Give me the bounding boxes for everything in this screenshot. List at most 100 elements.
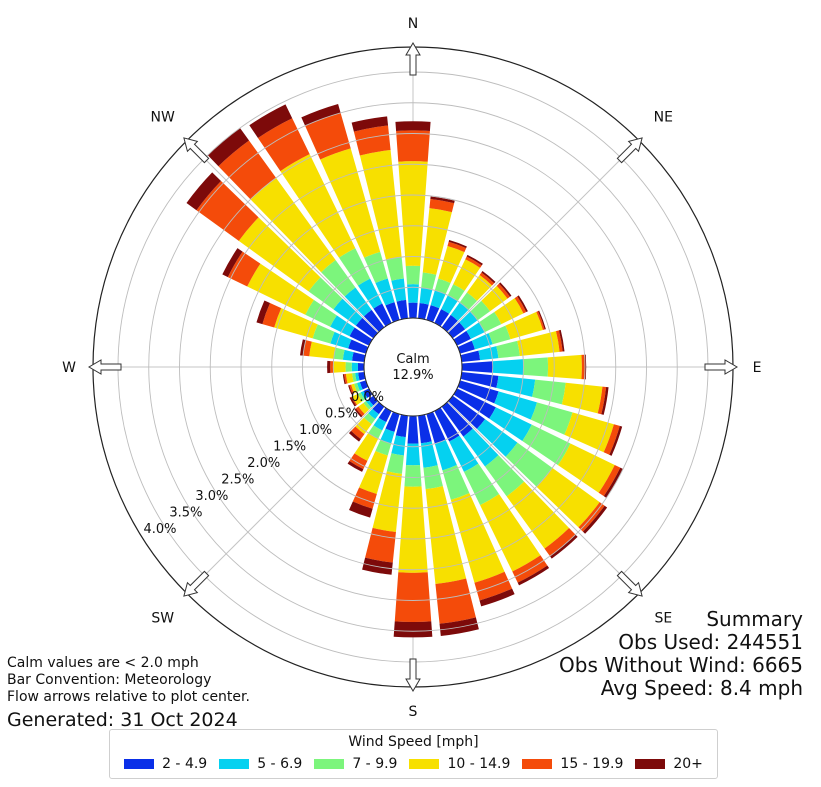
rose-bar-segment: [597, 386, 607, 415]
rose-bar-segment: [368, 425, 383, 439]
rose-bar-segment: [442, 465, 470, 500]
rose-bar-segment: [309, 341, 336, 359]
rose-bar-segment: [349, 501, 373, 518]
flow-arrow-icon: [183, 570, 210, 597]
rose-bar-segment: [364, 251, 388, 283]
direction-label: NW: [151, 110, 175, 126]
rose-bar-segment: [421, 272, 437, 290]
obs-without-wind: Obs Without Wind: 6665: [559, 653, 803, 677]
rose-bar-segment: [351, 362, 358, 372]
rose-bar-segment: [479, 588, 515, 607]
rose-bar-segment: [357, 363, 365, 371]
rose-bar-segment: [247, 263, 314, 315]
rose-bar-segment: [538, 310, 546, 330]
rose-bar-segment: [353, 125, 391, 156]
rose-bar-segment: [363, 413, 376, 425]
rose-bar-segment: [496, 340, 520, 359]
rose-bar-segment: [354, 433, 379, 461]
rose-bar-segment: [429, 198, 455, 213]
direction-label: S: [409, 704, 418, 720]
rose-bar-segment: [494, 298, 524, 325]
rose-bar-segment: [249, 104, 293, 138]
radial-gridline: [240, 194, 586, 540]
rose-bar-segment: [532, 379, 566, 405]
rose-bar-segment: [407, 415, 419, 444]
rose-bar-segment: [494, 391, 538, 420]
rose-bar-segment: [466, 254, 483, 266]
rose-bar-segment: [407, 284, 419, 303]
rose-bar-segment: [349, 384, 355, 395]
rose-bar-segment: [351, 396, 358, 406]
rose-bar-segment: [435, 578, 476, 624]
rose-bar-segment: [418, 302, 429, 320]
rose-bar-segment: [354, 382, 360, 393]
flow-arrow-icon: [88, 359, 122, 375]
rose-bar-segment: [355, 406, 365, 417]
rose-bar-segment: [517, 331, 560, 356]
rose-bar-segment: [522, 424, 571, 466]
rose-bar-segment: [517, 295, 528, 313]
rose-bar-segment: [312, 324, 335, 344]
flow-arrow-shape: [183, 570, 210, 597]
rose-bar-segment: [345, 362, 352, 372]
rose-bar-segment: [449, 435, 479, 472]
rose-bar-segment: [352, 372, 357, 382]
rose-bar-segment: [363, 388, 373, 398]
rose-bar-segment: [348, 339, 369, 354]
rose-bar-segment: [368, 408, 379, 420]
avg-speed: Avg Speed: 8.4 mph: [600, 676, 803, 700]
calm-note: Calm values are < 2.0 mph: [7, 655, 199, 671]
legend-label: 5 - 6.9: [257, 756, 303, 772]
rose-bar-segment: [395, 121, 431, 132]
flow-arrow-icon: [405, 658, 421, 692]
rose-bar-segment: [347, 461, 364, 472]
rose-bar-segment: [609, 425, 623, 456]
flow-arrow-icon: [405, 42, 421, 76]
rose-bar-segment: [363, 401, 372, 410]
flow-arrow-icon: [616, 570, 643, 597]
rose-bar-segment: [496, 375, 536, 397]
rose-bar-segment: [485, 455, 525, 497]
rose-bar-segment: [262, 303, 282, 328]
rose-bar-segment: [372, 402, 385, 415]
flow-arrow-icon: [616, 137, 643, 164]
rose-bar-segment: [357, 278, 383, 309]
flow-arrow-shape: [183, 137, 210, 164]
flow-arrow-shape: [405, 658, 421, 692]
rose-bar-segment: [404, 464, 422, 487]
rose-bar-segment: [333, 298, 363, 326]
radial-tick-label: 0.0%: [351, 390, 384, 405]
rose-bar-segment: [496, 283, 510, 299]
obs-used: Obs Used: 244551: [618, 630, 803, 654]
direction-label: SE: [654, 610, 672, 626]
legend-swatch: [522, 759, 553, 769]
rose-bar-segment: [603, 424, 620, 455]
rose-bar-segment: [398, 486, 428, 573]
rose-bar-segment: [348, 385, 353, 395]
radial-tick-label: 4.0%: [143, 522, 176, 537]
rose-bar-segment: [423, 465, 443, 490]
rose-bar-segment: [359, 150, 402, 260]
legend-item: 10 - 14.9: [409, 756, 510, 772]
rose-bar-segment: [481, 285, 508, 312]
radial-gridline: [179, 133, 647, 601]
direction-label: NE: [654, 110, 673, 126]
direction-gridline: [186, 401, 379, 594]
rose-bar-segment: [505, 442, 553, 487]
rose-bar-segment: [378, 407, 392, 423]
rose-bar-segment: [365, 399, 374, 408]
flow-arrow-shape: [616, 137, 643, 164]
generated-date: Generated: 31 Oct 2024: [7, 709, 238, 731]
rose-bar-segment: [330, 361, 334, 373]
rose-bar-segment: [453, 259, 481, 291]
legend-swatch: [219, 759, 250, 769]
legend-swatch: [635, 759, 666, 769]
flow-arrow-shape: [405, 42, 421, 76]
rose-bar-segment: [514, 296, 527, 314]
rose-bar-segment: [345, 373, 354, 384]
rose-bar-segment: [355, 372, 360, 382]
rose-bar-segment: [470, 300, 491, 321]
rose-bar-segment: [300, 339, 306, 356]
rose-bar-segment: [582, 505, 608, 534]
rose-bar-segment: [396, 130, 430, 162]
